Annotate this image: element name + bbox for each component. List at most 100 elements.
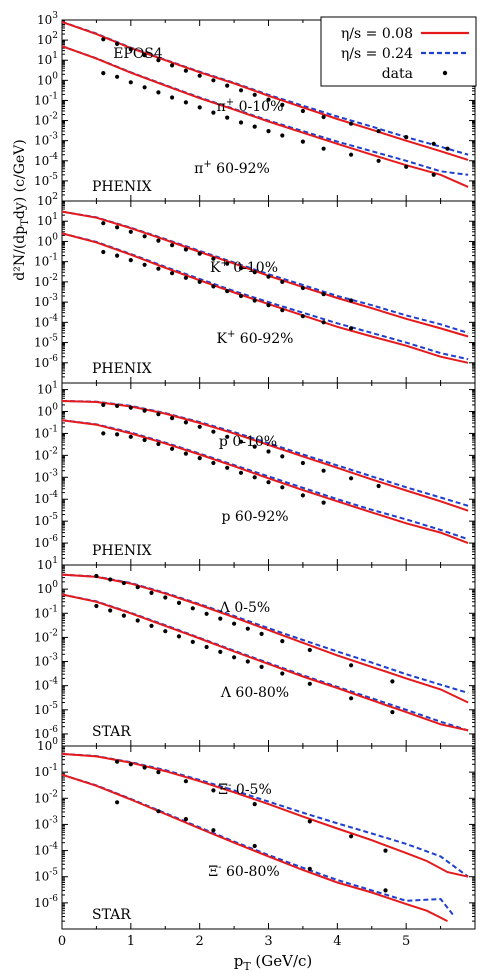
data-point [300, 460, 305, 466]
data-point [321, 500, 326, 505]
y-tick-label: 10-5 [34, 334, 58, 350]
data-point [156, 90, 161, 95]
panel-K: 10-6 10-5 10-4 10-3 10-2 10-1 100 101 102 K+ 0-10… [34, 192, 476, 384]
data-point [101, 402, 106, 407]
model-label: EPOS4 [113, 46, 163, 62]
data-point [376, 158, 381, 163]
data-point [245, 659, 250, 664]
y-tick-label: 101 [37, 556, 58, 572]
data-point [170, 416, 175, 421]
experiment-label: PHENIX [92, 543, 152, 559]
data-point [135, 585, 140, 590]
data-point [383, 848, 388, 853]
data-point [183, 247, 188, 252]
data-point [156, 770, 161, 775]
data-point [252, 92, 257, 97]
data-point [149, 623, 154, 629]
data-point [128, 229, 133, 234]
low-viscosity-curve [62, 593, 469, 732]
y-tick-label: 10-4 [34, 490, 58, 506]
data-point [238, 470, 244, 475]
data-point [142, 437, 147, 443]
low-viscosity-curve [62, 573, 469, 704]
panel-Xi: 10-6 10-5 10-4 10-3 10-2 10-1 100 0 1 2 3 4 5 Ξ- 0-5%… [34, 737, 476, 949]
y-tick-label: 10-3 [34, 653, 58, 669]
data-point [321, 114, 326, 120]
data-point [300, 314, 305, 319]
data-point [252, 444, 257, 449]
data-point [349, 152, 354, 157]
y-tick-label: 10-2 [34, 628, 58, 644]
panel-frame [61, 200, 476, 384]
x-tick-label: 5 [402, 934, 410, 949]
data-point [252, 298, 257, 303]
data-point [115, 41, 120, 47]
series-label: Λ 0-5% [219, 600, 270, 616]
data-point [383, 888, 388, 893]
data-point [183, 275, 188, 280]
plot-area [62, 20, 469, 188]
data-point [252, 475, 257, 480]
data-point [349, 326, 354, 331]
series-label: π+ 60-92% [194, 159, 270, 177]
data-point [211, 828, 216, 833]
data-point [404, 135, 409, 140]
series-central [62, 573, 469, 704]
legend-marker-data [442, 70, 448, 76]
panel-frame [61, 745, 476, 930]
panel-frame [61, 382, 476, 566]
data-point [128, 80, 133, 85]
y-tick-label: 101 [37, 381, 58, 397]
series-peripheral [62, 419, 469, 545]
y-tick-label: 10-4 [34, 313, 58, 329]
data-point [211, 256, 216, 261]
data-point [163, 595, 168, 600]
data-point [232, 655, 237, 660]
data-point [321, 146, 326, 151]
experiment-label: STAR [92, 724, 131, 740]
y-tick-label: 10-4 [34, 842, 58, 858]
data-point [266, 480, 271, 485]
data-point [300, 108, 305, 114]
data-point [128, 47, 133, 52]
series-label: Ξ- 0-5% [218, 780, 272, 798]
data-point [259, 631, 264, 637]
experiment-label: PHENIX [92, 361, 152, 377]
data-point [211, 110, 216, 115]
data-point [238, 439, 244, 444]
legend: η/s = 0.08 η/s = 0.24 data [320, 16, 477, 87]
data-point [266, 449, 271, 454]
x-tick-label: 4 [333, 934, 341, 949]
data-point [280, 671, 285, 676]
data-point [376, 129, 381, 134]
panel-frame [61, 564, 476, 747]
data-point [197, 251, 202, 256]
legend-label-low-viscosity: η/s = 0.08 [341, 26, 413, 42]
data-point [156, 441, 161, 447]
low-viscosity-curve [62, 419, 469, 545]
data-point [280, 279, 285, 284]
y-tick-label: 10-1 [34, 253, 58, 269]
series-peripheral [62, 773, 456, 922]
y-tick-label: 10-5 [34, 701, 58, 717]
data-point [183, 420, 188, 425]
legend-label-high-viscosity: η/s = 0.24 [341, 46, 413, 62]
x-tick-label: 0 [58, 934, 66, 949]
y-tick-labels: 10-6 10-5 10-4 10-3 10-2 10-1 100 [34, 737, 58, 910]
data-point [252, 124, 257, 129]
panel-Lambda: 10-6 10-5 10-4 10-3 10-2 10-1 100 101 Λ 0-5% Λ 60… [34, 556, 476, 747]
data-point [183, 100, 188, 105]
data-point [108, 577, 113, 582]
high-viscosity-curve [62, 573, 469, 694]
y-tick-label: 10-1 [34, 91, 58, 107]
low-viscosity-curve [62, 400, 469, 512]
data-point [266, 274, 271, 279]
data-point [101, 221, 106, 226]
data-point [101, 71, 106, 76]
y-tick-label: 10-6 [34, 354, 58, 370]
y-tick-label: 10-4 [34, 677, 58, 693]
data-point [225, 261, 230, 266]
data-point [225, 289, 230, 294]
y-tick-label: 101 [37, 212, 58, 228]
y-tick-label: 10-2 [34, 273, 58, 289]
